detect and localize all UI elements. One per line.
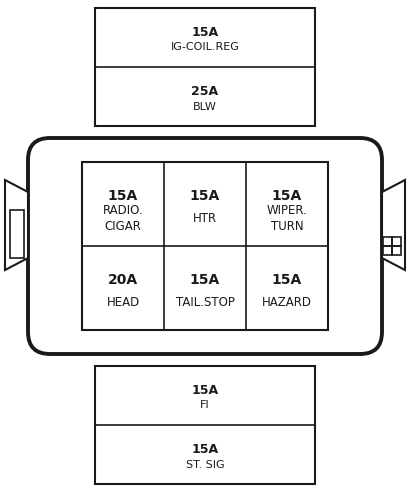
Text: ST. SIG: ST. SIG bbox=[185, 460, 224, 469]
Bar bbox=[382, 237, 400, 255]
Text: 15A: 15A bbox=[191, 443, 218, 456]
Text: 15A: 15A bbox=[189, 273, 220, 287]
Text: HTR: HTR bbox=[193, 212, 216, 224]
Text: 25A: 25A bbox=[191, 85, 218, 98]
Text: 15A: 15A bbox=[271, 273, 301, 287]
Bar bbox=[82, 162, 327, 330]
Text: 20A: 20A bbox=[108, 273, 138, 287]
Text: 15A: 15A bbox=[108, 189, 138, 203]
Polygon shape bbox=[5, 180, 28, 270]
Text: HEAD: HEAD bbox=[106, 296, 139, 308]
FancyBboxPatch shape bbox=[28, 138, 381, 354]
Text: WIPER.
TURN: WIPER. TURN bbox=[266, 204, 307, 233]
Text: FI: FI bbox=[200, 400, 209, 410]
Text: IG-COIL.REG: IG-COIL.REG bbox=[170, 42, 239, 53]
Text: TAIL.STOP: TAIL.STOP bbox=[175, 296, 234, 308]
Bar bbox=[95, 366, 314, 484]
Text: 15A: 15A bbox=[189, 189, 220, 203]
Text: 15A: 15A bbox=[191, 26, 218, 39]
Bar bbox=[10, 210, 24, 258]
Bar bbox=[95, 8, 314, 126]
Polygon shape bbox=[381, 180, 404, 270]
Text: HAZARD: HAZARD bbox=[261, 296, 311, 308]
Text: 15A: 15A bbox=[271, 189, 301, 203]
Text: BLW: BLW bbox=[193, 101, 216, 112]
Text: RADIO.
CIGAR: RADIO. CIGAR bbox=[102, 204, 143, 233]
Text: 15A: 15A bbox=[191, 384, 218, 397]
